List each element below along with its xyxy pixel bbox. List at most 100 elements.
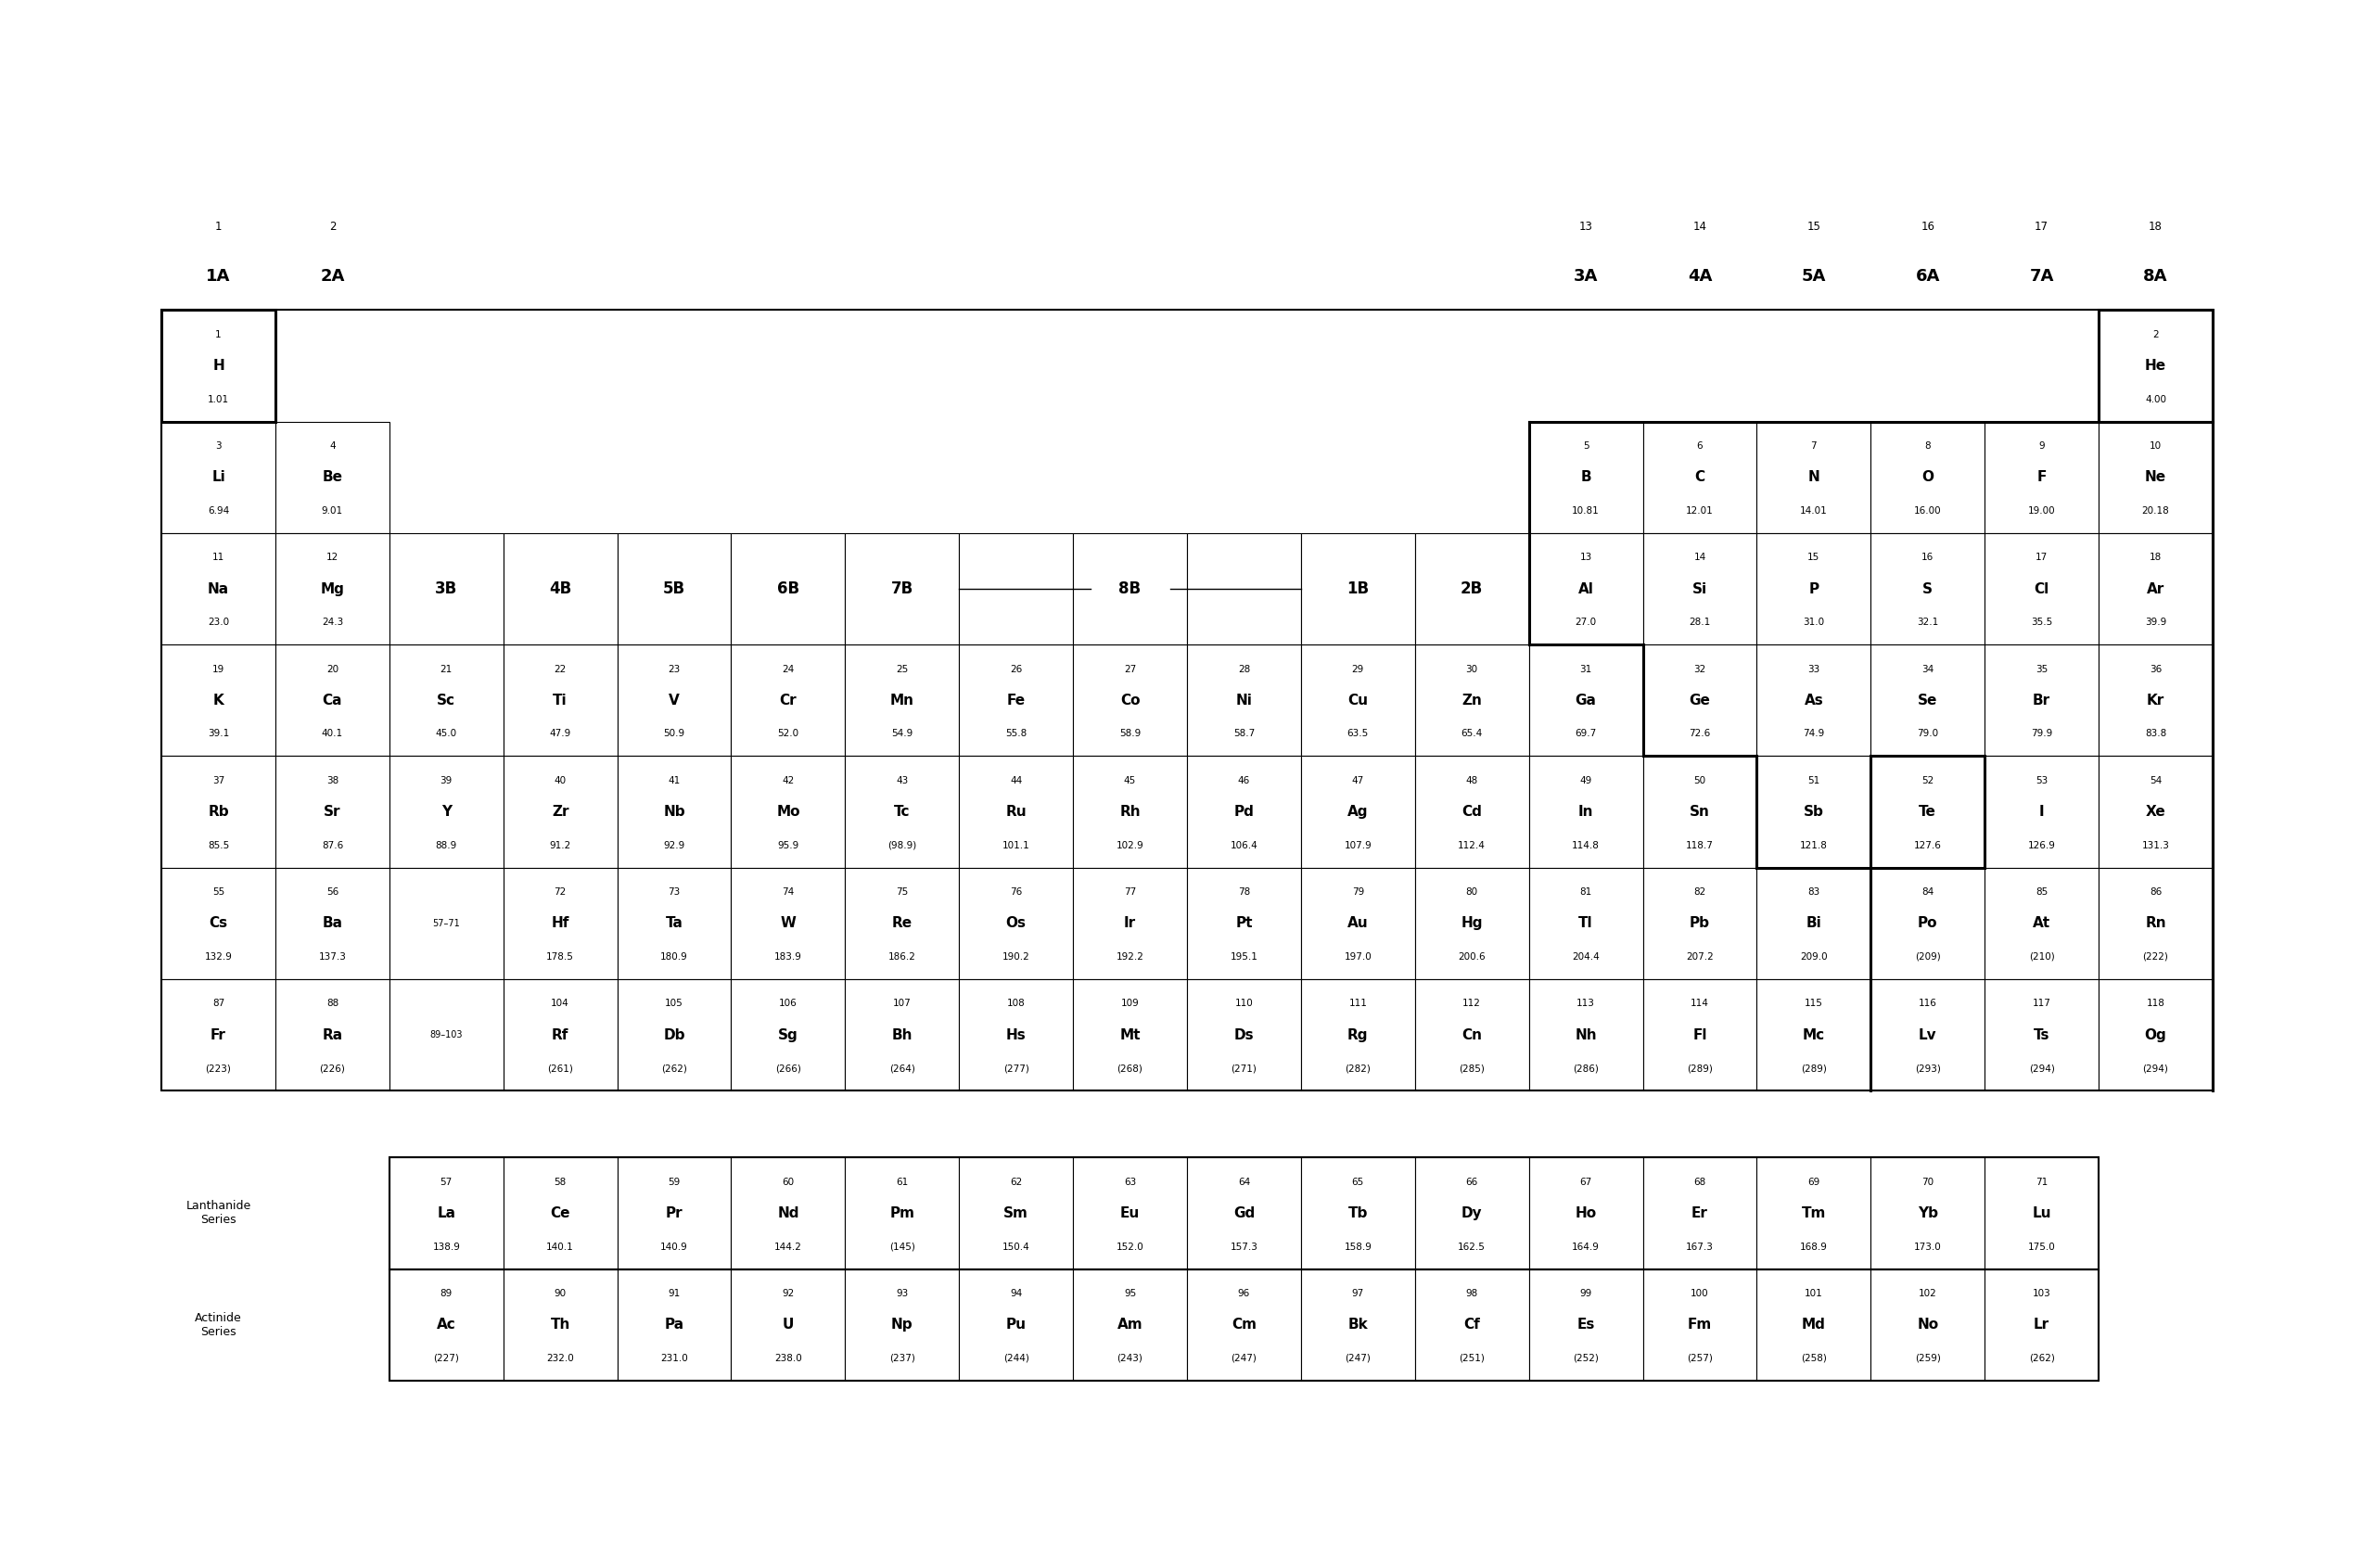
Text: Ca: Ca (323, 693, 342, 707)
Text: 19.00: 19.00 (2027, 506, 2056, 516)
Bar (2099, 867, 2213, 978)
Bar (1073, 533, 1187, 644)
Bar (959, 644, 1073, 756)
Text: 116: 116 (1918, 999, 1937, 1008)
Text: Lanthanide
Series: Lanthanide Series (185, 1200, 252, 1226)
Bar (1757, 756, 1871, 867)
Text: Kr: Kr (2146, 693, 2165, 707)
Text: 101: 101 (1804, 1289, 1823, 1298)
Text: 110: 110 (1234, 999, 1253, 1008)
Bar (1073, 978, 1187, 1091)
Bar (1643, 1157, 1757, 1269)
Text: (286): (286) (1574, 1063, 1598, 1073)
Text: 103: 103 (2032, 1289, 2051, 1298)
Text: 81: 81 (1579, 887, 1593, 897)
Text: 197.0: 197.0 (1344, 952, 1372, 961)
Text: 232.0: 232.0 (546, 1353, 575, 1363)
Text: Li: Li (211, 470, 226, 485)
Text: Er: Er (1693, 1206, 1707, 1220)
Bar (2099, 310, 2213, 422)
Text: 8: 8 (1925, 442, 1930, 450)
Text: 121.8: 121.8 (1799, 840, 1828, 850)
Text: 44: 44 (1009, 776, 1023, 786)
Text: 200.6: 200.6 (1458, 952, 1486, 961)
Bar (845, 978, 959, 1091)
Text: Cl: Cl (2035, 582, 2049, 596)
Text: 52.0: 52.0 (776, 729, 800, 739)
Text: (268): (268) (1118, 1063, 1142, 1073)
Text: 70: 70 (1921, 1178, 1935, 1187)
Text: 127.6: 127.6 (1913, 840, 1942, 850)
Bar (389, 533, 503, 644)
Text: 3A: 3A (1574, 268, 1598, 285)
Text: 207.2: 207.2 (1686, 952, 1714, 961)
Text: Al: Al (1579, 582, 1593, 596)
Text: 5A: 5A (1802, 268, 1826, 285)
Bar (161, 756, 275, 867)
Text: Md: Md (1802, 1317, 1826, 1331)
Bar (161, 310, 275, 422)
Bar (1529, 1157, 1643, 1269)
Text: (145): (145) (890, 1242, 914, 1251)
Bar (1871, 644, 1985, 756)
Text: 5B: 5B (662, 580, 686, 597)
Text: 77: 77 (1123, 887, 1137, 897)
Text: 18: 18 (2148, 554, 2163, 563)
Bar (1187, 756, 1301, 867)
Text: He: He (2144, 359, 2167, 373)
Bar (1529, 533, 1643, 644)
Text: Cu: Cu (1348, 693, 1367, 707)
Text: Es: Es (1576, 1317, 1595, 1331)
Text: (289): (289) (1802, 1063, 1826, 1073)
Bar (1301, 533, 1415, 644)
Text: 17: 17 (2035, 221, 2049, 232)
Text: Sr: Sr (323, 804, 342, 818)
Text: 1B: 1B (1346, 580, 1370, 597)
Text: 32: 32 (1693, 665, 1707, 674)
Bar (1301, 756, 1415, 867)
Text: 13: 13 (1579, 554, 1593, 563)
Text: Ta: Ta (665, 916, 684, 930)
Bar (389, 1157, 503, 1269)
Text: Am: Am (1118, 1317, 1142, 1331)
Text: 56: 56 (325, 887, 339, 897)
Text: 12: 12 (325, 554, 339, 563)
Text: Sb: Sb (1804, 804, 1823, 818)
Text: 209.0: 209.0 (1799, 952, 1828, 961)
Text: Actinide
Series: Actinide Series (195, 1312, 242, 1338)
Text: 16: 16 (1921, 221, 1935, 232)
Text: 59: 59 (667, 1178, 681, 1187)
Text: 64: 64 (1237, 1178, 1251, 1187)
Text: 52: 52 (1921, 776, 1935, 786)
Text: Ga: Ga (1576, 693, 1595, 707)
Bar (275, 533, 389, 644)
Bar (845, 533, 959, 644)
Text: Ar: Ar (2146, 582, 2165, 596)
Bar (845, 1269, 959, 1380)
Text: (247): (247) (1346, 1353, 1370, 1363)
Bar (1871, 756, 1985, 867)
Text: 7B: 7B (890, 580, 914, 597)
Text: Mc: Mc (1802, 1029, 1826, 1041)
Text: 15: 15 (1807, 221, 1821, 232)
Text: Np: Np (890, 1317, 914, 1331)
Text: Mo: Mo (776, 804, 800, 818)
Text: 3: 3 (216, 442, 221, 450)
Bar (2099, 422, 2213, 533)
Text: Bh: Bh (893, 1029, 912, 1041)
Text: 50: 50 (1693, 776, 1707, 786)
Text: Rn: Rn (2146, 916, 2165, 930)
Text: 4A: 4A (1688, 268, 1712, 285)
Text: 58: 58 (553, 1178, 567, 1187)
Bar (1643, 644, 1757, 756)
Text: 158.9: 158.9 (1344, 1242, 1372, 1251)
Text: 20: 20 (325, 665, 339, 674)
Bar (1529, 867, 1643, 978)
Text: 68: 68 (1693, 1178, 1707, 1187)
Text: 75: 75 (895, 887, 909, 897)
Text: 84: 84 (1921, 887, 1935, 897)
Text: 26: 26 (1009, 665, 1023, 674)
Bar (161, 422, 275, 533)
Bar (389, 644, 503, 756)
Text: 183.9: 183.9 (774, 952, 802, 961)
